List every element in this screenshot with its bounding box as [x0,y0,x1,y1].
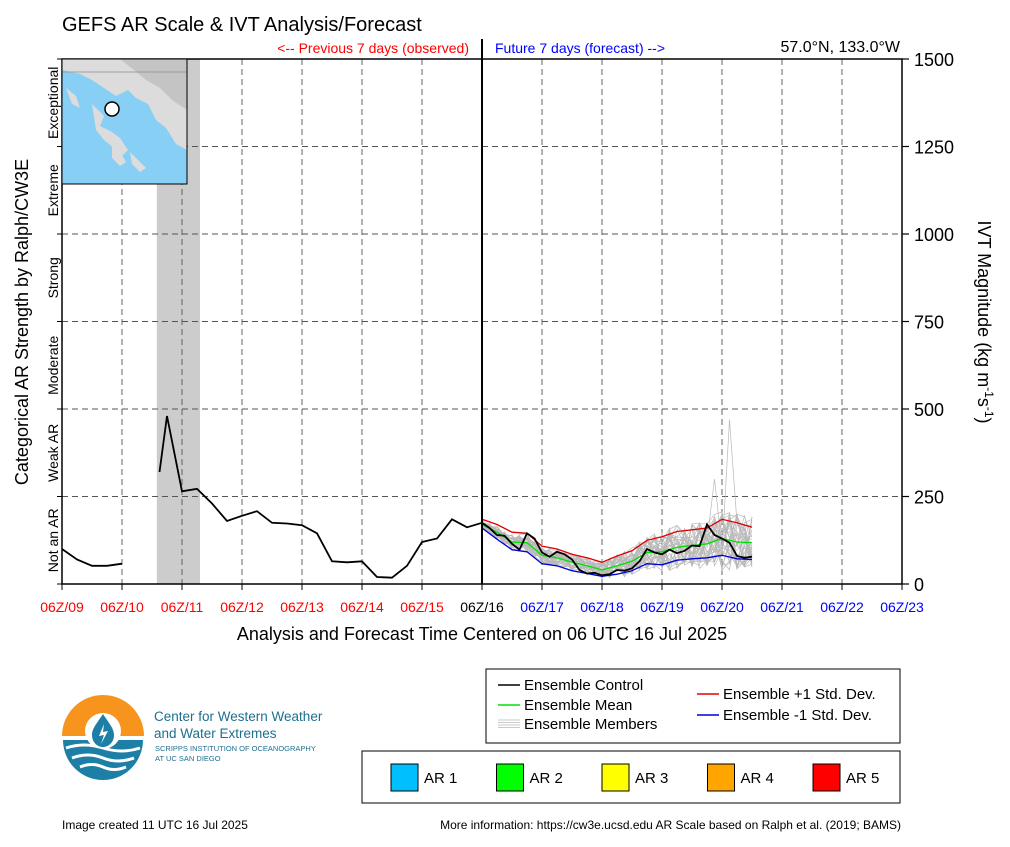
x-axis-label: Analysis and Forecast Time Centered on 0… [237,624,727,644]
logo-line-2: and Water Extremes [154,726,277,741]
y-axis-right-label-close: ) [974,418,994,424]
chart-title: GEFS AR Scale & IVT Analysis/Forecast [62,14,422,36]
ar-category-label: Weak AR [45,424,61,482]
observed-line [61,415,483,579]
x-tick-label: 06Z/16 [460,599,504,615]
ar-category-label: Not an AR [45,508,61,572]
y-axis-right-label-main: IVT Magnitude (kg m [974,220,994,387]
x-tick-label: 06Z/23 [880,599,924,615]
x-tick-label: 06Z/22 [820,599,864,615]
ensemble-member-line [481,521,753,569]
legend-label: Ensemble Control [524,677,643,694]
legend-lines-box [485,668,901,744]
forecast-label: Future 7 days (forecast) --> [495,40,665,56]
legend-ar-label: AR 4 [741,770,774,787]
x-tick-label: 06Z/15 [400,599,444,615]
y-axis-left-label: Categorical AR Strength by Ralph/CW3E [12,159,32,485]
y-tick-label: 1250 [914,138,954,158]
legend-ar-swatch [390,763,419,792]
series-line-ensemble-mean [481,523,753,571]
legend-label: Ensemble Mean [524,697,632,714]
legend-label: Ensemble -1 Std. Dev. [723,707,872,724]
y-tick-label: 750 [914,313,944,333]
ar-category-label: Extreme [45,164,61,216]
legend-ar-swatch [812,763,841,792]
location-inset-map [61,58,188,185]
legend-ar-label: AR 3 [635,770,668,787]
legend-lines: Ensemble Control Ensemble Mean Ensemble Me… [498,677,876,733]
x-tick-label: 06Z/19 [640,599,684,615]
legend-ar-label: AR 5 [846,770,879,787]
y-axis-right-label-exp2: -1 [982,407,996,418]
series-line-ensemble-1-std-dev- [481,527,753,577]
legend-ar-swatch [496,763,524,792]
x-tick-label: 06Z/09 [40,599,84,615]
legend-ar-swatch [601,763,630,792]
y-tick-label: 1000 [914,225,954,245]
grid-lines [62,59,902,584]
image-created-note: Image created 11 UTC 16 Jul 2025 [62,818,248,832]
y-axis-right-label-mid: s [974,398,994,407]
y-axis-right-label: IVT Magnitude (kg m-1s-1) [974,220,996,423]
legend-ar-label: AR 2 [530,770,563,787]
ensemble-members [481,419,753,580]
x-axis-ticks: 06Z/09 06Z/10 06Z/11 06Z/12 06Z/13 06Z/14 06Z/… [40,584,924,615]
y-axis-ticks: 0 250 500 750 1000 1250 1500 [57,50,954,595]
x-tick-label: 06Z/10 [100,599,144,615]
observed-ivt-line [61,548,123,567]
series-line-ensemble-control [481,522,753,577]
y-axis-right-label-exp1: -1 [982,387,996,398]
legend-label: Ensemble Members [524,716,657,733]
legend-ar-label: AR 1 [424,770,457,787]
more-information-note: More information: https://cw3e.ucsd.edu … [440,818,901,832]
y-tick-label: 500 [914,400,944,420]
location-marker-icon [104,101,120,117]
legend-label: Ensemble +1 Std. Dev. [723,686,876,703]
legend-ar-swatch [707,763,735,792]
legend-ar-box [361,750,901,804]
ar-category-label: Exceptional [45,67,61,139]
logo-line-1: Center for Western Weather [154,709,323,724]
legend-ar-scale: AR 1 AR 2 AR 3 AR 4 AR 5 [390,763,879,792]
x-tick-label: 06Z/12 [220,599,264,615]
x-tick-label: 06Z/17 [520,599,564,615]
y-tick-label: 250 [914,488,944,508]
ar-category-label: Moderate [45,336,61,395]
ar-category-label: Strong [45,257,61,298]
x-tick-label: 06Z/20 [700,599,744,615]
ensemble-member-line [481,524,753,573]
x-tick-label: 06Z/13 [280,599,324,615]
location-label: 57.0°N, 133.0°W [780,39,900,56]
x-tick-label: 06Z/11 [161,599,204,615]
ensemble-series [481,518,753,577]
cw3e-logo [62,695,144,780]
logo-line-4: AT UC SAN DIEGO [155,754,221,763]
observed-label: <-- Previous 7 days (observed) [277,40,469,56]
observed-ivt-line [158,415,483,579]
x-tick-label: 06Z/18 [580,599,624,615]
x-tick-label: 06Z/14 [340,599,384,615]
ensemble-member-line [481,521,753,578]
y-tick-label: 1500 [914,50,954,70]
x-tick-label: 06Z/21 [760,599,804,615]
ar-category-labels: Not an AR Weak AR Moderate Strong Extreme Exc… [45,67,61,573]
logo-line-3: SCRIPPS INSTITUTION OF OCEANOGRAPHY [155,744,316,753]
y-tick-label: 0 [914,575,924,595]
